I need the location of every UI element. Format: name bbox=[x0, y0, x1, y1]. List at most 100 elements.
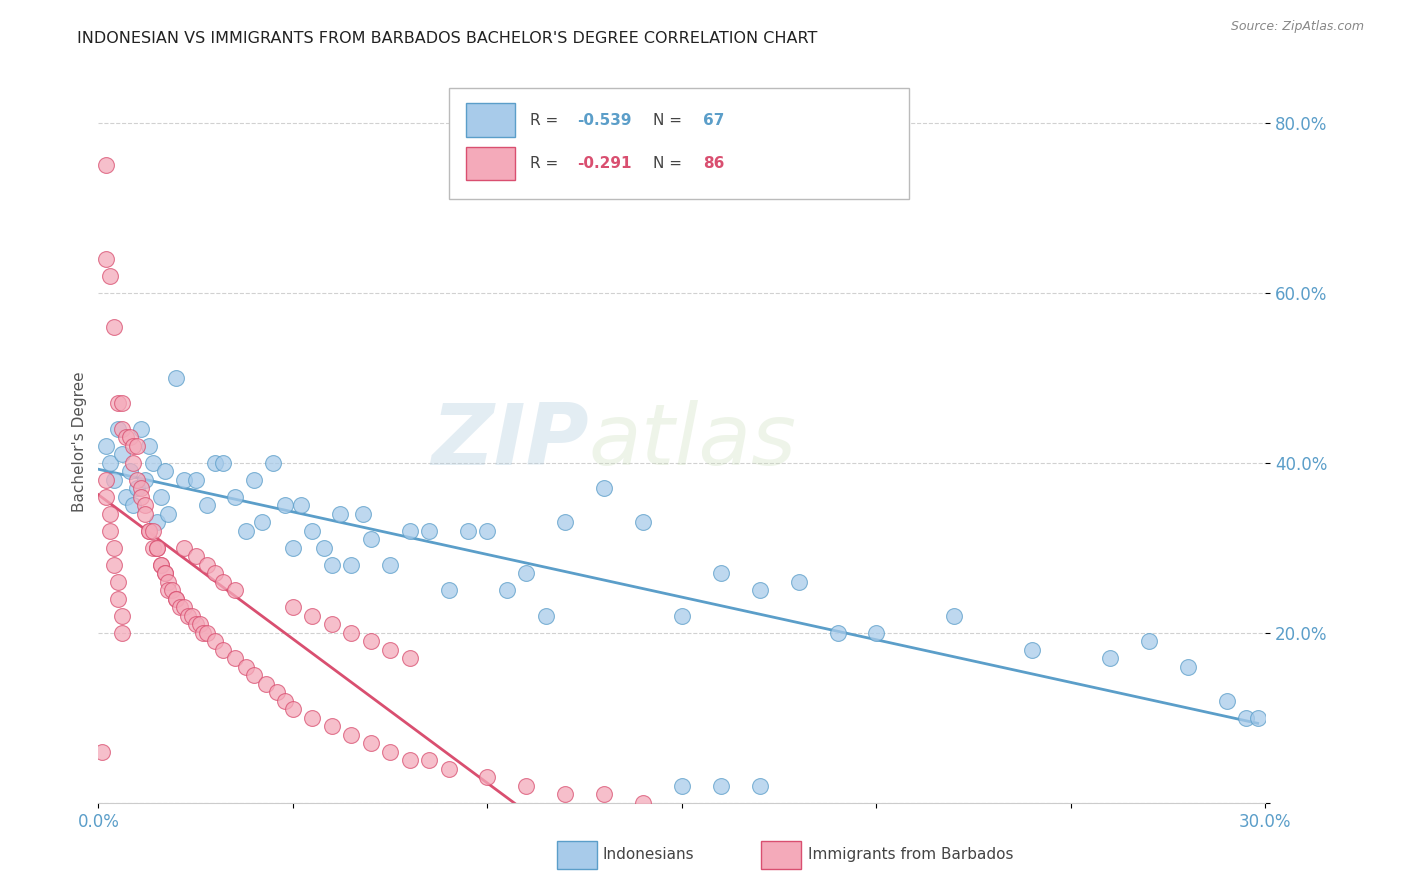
Point bbox=[748, 583, 770, 598]
Text: Source: ZipAtlas.com: Source: ZipAtlas.com bbox=[1230, 20, 1364, 33]
Point bbox=[162, 583, 184, 598]
Point bbox=[157, 583, 180, 598]
Point bbox=[195, 625, 218, 640]
Point bbox=[122, 439, 145, 453]
Point bbox=[262, 456, 284, 470]
Point bbox=[195, 558, 218, 572]
Point bbox=[138, 524, 160, 538]
Point bbox=[111, 396, 134, 410]
Text: R =: R = bbox=[530, 156, 564, 171]
Point bbox=[134, 507, 156, 521]
Point bbox=[103, 558, 125, 572]
Point bbox=[437, 762, 460, 776]
FancyBboxPatch shape bbox=[465, 147, 515, 180]
Point bbox=[103, 541, 125, 555]
Point bbox=[360, 533, 382, 547]
Point bbox=[274, 498, 297, 512]
Point bbox=[184, 473, 207, 487]
Point bbox=[281, 702, 304, 716]
Point bbox=[142, 456, 165, 470]
Point bbox=[153, 566, 176, 581]
Point bbox=[1021, 642, 1043, 657]
Point bbox=[129, 481, 152, 495]
Point bbox=[710, 779, 733, 793]
Point bbox=[301, 524, 323, 538]
Point bbox=[165, 591, 187, 606]
Point bbox=[1177, 660, 1199, 674]
Point bbox=[96, 439, 118, 453]
Point bbox=[352, 507, 374, 521]
Point bbox=[111, 608, 134, 623]
Point bbox=[398, 753, 420, 767]
Text: N =: N = bbox=[652, 156, 686, 171]
Point bbox=[98, 524, 121, 538]
Point bbox=[111, 447, 134, 461]
Point bbox=[165, 371, 187, 385]
Point bbox=[515, 566, 537, 581]
Point bbox=[204, 566, 226, 581]
Point bbox=[91, 745, 114, 759]
Point bbox=[98, 507, 121, 521]
Point bbox=[173, 600, 195, 615]
Text: -0.291: -0.291 bbox=[576, 156, 631, 171]
Point bbox=[142, 524, 165, 538]
Point bbox=[312, 541, 335, 555]
Point bbox=[593, 481, 616, 495]
Point bbox=[321, 719, 343, 733]
Point bbox=[671, 779, 693, 793]
Point bbox=[243, 668, 266, 682]
Point bbox=[1215, 694, 1237, 708]
Point bbox=[593, 787, 616, 801]
Point bbox=[380, 558, 402, 572]
Point bbox=[329, 507, 352, 521]
Point bbox=[710, 566, 733, 581]
Point bbox=[103, 473, 125, 487]
Point bbox=[173, 473, 195, 487]
Point bbox=[301, 608, 323, 623]
Point bbox=[1234, 711, 1257, 725]
Point bbox=[107, 574, 129, 589]
Point bbox=[138, 524, 160, 538]
Point bbox=[184, 549, 207, 564]
Point bbox=[418, 524, 440, 538]
Point bbox=[301, 711, 323, 725]
Point bbox=[165, 591, 187, 606]
Point bbox=[195, 498, 218, 512]
Point bbox=[153, 566, 176, 581]
Point bbox=[204, 456, 226, 470]
Point bbox=[631, 796, 654, 810]
Point bbox=[107, 422, 129, 436]
Point bbox=[748, 779, 770, 793]
Point bbox=[184, 617, 207, 632]
Point bbox=[340, 728, 363, 742]
Point bbox=[173, 541, 195, 555]
Point bbox=[107, 396, 129, 410]
Point bbox=[224, 651, 246, 665]
Point bbox=[827, 625, 849, 640]
Point bbox=[865, 625, 887, 640]
Point bbox=[554, 787, 576, 801]
Point bbox=[380, 745, 402, 759]
Point bbox=[554, 516, 576, 530]
Point bbox=[127, 473, 149, 487]
Point bbox=[204, 634, 226, 648]
Point bbox=[157, 574, 180, 589]
Point bbox=[1137, 634, 1160, 648]
Point bbox=[250, 516, 273, 530]
Point bbox=[360, 634, 382, 648]
Point bbox=[177, 608, 200, 623]
Point bbox=[134, 473, 156, 487]
Point bbox=[254, 677, 277, 691]
Point bbox=[477, 770, 499, 784]
Point bbox=[281, 600, 304, 615]
Point bbox=[274, 694, 297, 708]
Text: Indonesians: Indonesians bbox=[603, 847, 695, 863]
Point bbox=[193, 625, 215, 640]
Text: -0.539: -0.539 bbox=[576, 112, 631, 128]
Point bbox=[169, 600, 191, 615]
Point bbox=[418, 753, 440, 767]
Point bbox=[138, 439, 160, 453]
Point bbox=[122, 498, 145, 512]
Point bbox=[266, 685, 288, 699]
Point bbox=[111, 625, 134, 640]
